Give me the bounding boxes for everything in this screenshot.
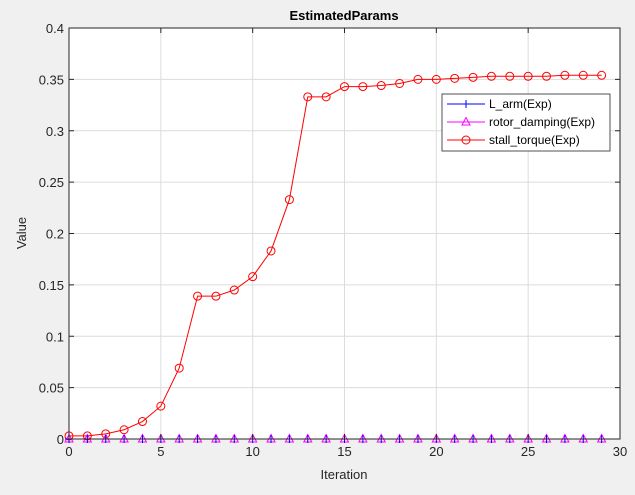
- data-point: [597, 70, 607, 80]
- x-tick-label: 5: [157, 444, 164, 459]
- data-point: [542, 71, 552, 81]
- data-point: [358, 82, 368, 92]
- x-tick-label: 25: [521, 444, 535, 459]
- x-tick-label: 10: [245, 444, 259, 459]
- y-tick-label: 0.2: [46, 227, 64, 242]
- data-point: [431, 74, 441, 84]
- x-tick-label: 30: [613, 444, 627, 459]
- y-axis-label: Value: [14, 217, 29, 249]
- data-point: [303, 92, 313, 102]
- y-tick-label: 0.1: [46, 329, 64, 344]
- series-2: [64, 70, 607, 441]
- y-tick-label: 0.4: [46, 21, 64, 36]
- x-axis-label: Iteration: [321, 467, 368, 482]
- data-point: [266, 246, 276, 256]
- legend-marker: [461, 116, 471, 126]
- x-tick-label: 0: [65, 444, 72, 459]
- legend-entry-1: rotor_damping(Exp): [447, 115, 595, 129]
- data-point: [523, 71, 533, 81]
- data-point: [450, 73, 460, 83]
- data-point: [486, 71, 496, 81]
- data-point: [376, 81, 386, 91]
- legend-marker: [461, 135, 471, 145]
- data-point: [193, 291, 203, 301]
- data-point: [284, 195, 294, 205]
- y-tick-label: 0: [57, 432, 64, 447]
- data-point: [340, 82, 349, 92]
- data-point: [578, 70, 588, 80]
- y-tick-label: 0.3: [46, 124, 64, 139]
- data-point: [174, 363, 184, 373]
- legend-label: L_arm(Exp): [489, 97, 552, 111]
- legend[interactable]: L_arm(Exp) rotor_damping(Exp) stall_torque…: [441, 93, 611, 152]
- legend-label: stall_torque(Exp): [489, 133, 580, 147]
- legend-label: rotor_damping(Exp): [489, 115, 595, 129]
- data-point: [413, 74, 423, 84]
- data-point: [468, 72, 478, 82]
- data-point: [248, 272, 258, 282]
- x-tick-label: 15: [337, 444, 351, 459]
- legend-marker: [462, 100, 470, 108]
- data-point: [505, 71, 515, 81]
- data-point: [560, 70, 570, 80]
- data-point: [229, 285, 239, 295]
- axis-ticks: 0 5 10 15 20 25 30 0 0.05 0.1 0.15 0.2 0.25 0.3 0.35 0.…: [39, 21, 628, 459]
- chart-title: EstimatedParams: [289, 8, 398, 23]
- data-point: [137, 417, 147, 427]
- data-point: [395, 78, 405, 88]
- legend-entry-2: stall_torque(Exp): [447, 133, 580, 147]
- data-point: [156, 401, 166, 411]
- y-tick-label: 0.35: [39, 72, 64, 87]
- data-point: [321, 92, 331, 102]
- y-tick-label: 0.25: [39, 175, 64, 190]
- y-tick-label: 0.05: [39, 381, 64, 396]
- data-point: [211, 291, 221, 301]
- y-tick-label: 0.15: [39, 278, 64, 293]
- legend-entry-0: L_arm(Exp): [447, 97, 552, 111]
- x-tick-label: 20: [429, 444, 443, 459]
